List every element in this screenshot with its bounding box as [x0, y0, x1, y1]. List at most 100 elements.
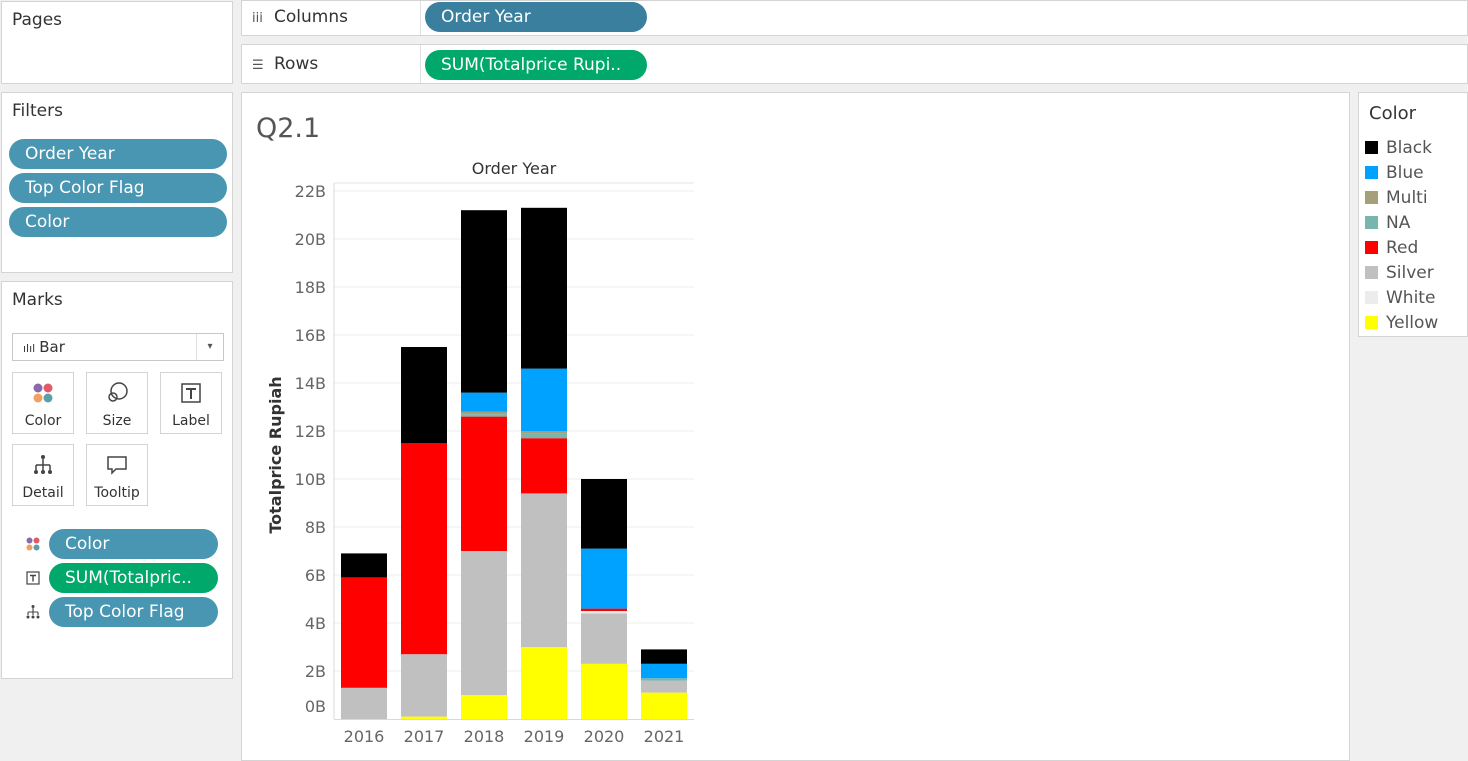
marks-tooltip-button[interactable]: Tooltip	[86, 444, 148, 506]
legend-label: Black	[1386, 138, 1432, 158]
columns-pill-order-year[interactable]: Order Year	[425, 2, 647, 32]
legend-item-red[interactable]: Red	[1365, 238, 1418, 262]
legend-item-white[interactable]: White	[1365, 288, 1435, 312]
bar-segment-2018-yellow	[461, 695, 507, 719]
legend-header: Color	[1359, 93, 1467, 135]
marks-card-color[interactable]: Color	[49, 529, 218, 559]
bar-segment-2016-silver	[341, 687, 387, 719]
bar-segment-2020-silver	[581, 613, 627, 664]
bar-segment-2020-blue	[581, 548, 627, 609]
y-tick-label: 20B	[295, 230, 326, 249]
y-tick-label: 4B	[305, 614, 326, 633]
rows-pill-sum-totalprice[interactable]: SUM(Totalprice Rupi..	[425, 50, 647, 80]
legend-label: Multi	[1386, 188, 1428, 208]
marks-detail-button[interactable]: Detail	[12, 444, 74, 506]
bar-segment-2018-multi	[461, 411, 507, 415]
y-tick-label: 0B	[305, 697, 326, 716]
legend-label: Silver	[1386, 263, 1434, 283]
legend-swatch	[1365, 266, 1378, 279]
legend-item-na[interactable]: NA	[1365, 213, 1410, 237]
y-tick-label: 12B	[295, 422, 326, 441]
bar-segment-2018-silver	[461, 551, 507, 695]
shelf-divider	[420, 45, 421, 83]
y-tick-label: 16B	[295, 326, 326, 345]
y-tick-label: 2B	[305, 662, 326, 681]
size-icon	[87, 381, 147, 405]
y-tick-label: 18B	[295, 278, 326, 297]
filters-panel[interactable]: Filters Order Year Top Color Flag Color	[1, 92, 233, 273]
legend-title: Color	[1369, 103, 1416, 124]
bar-segment-2020-yellow	[581, 663, 627, 719]
x-tick-label: 2016	[344, 727, 385, 746]
marks-color-button[interactable]: Color	[12, 372, 74, 434]
bar-segment-2019-multi	[521, 431, 567, 434]
bar-chart: Order Year 0B 2B 4B 6B 8B 10B 12B 14B 16B 18B 20B 22…	[266, 159, 694, 746]
shelf-divider	[420, 1, 421, 35]
bar-segment-2021-blue	[641, 663, 687, 679]
x-tick-label: 2019	[524, 727, 565, 746]
bar-segment-2019-blue	[521, 368, 567, 431]
legend-swatch	[1365, 241, 1378, 254]
bar-segment-2016-red	[341, 577, 387, 688]
bar-segment-2017-silver	[401, 654, 447, 717]
detail-icon	[13, 453, 73, 477]
x-tick-label: 2020	[584, 727, 625, 746]
bar-segment-2019-yellow	[521, 647, 567, 719]
bar-segment-2017-black	[401, 347, 447, 443]
marks-size-button[interactable]: Size	[86, 372, 148, 434]
columns-shelf[interactable]: iii Columns Order Year	[241, 0, 1468, 36]
legend-label: Red	[1386, 238, 1419, 258]
filter-pill-top-color-flag[interactable]: Top Color Flag	[9, 173, 227, 203]
rows-label: ☰ Rows	[252, 54, 319, 74]
label-icon	[24, 569, 42, 587]
sheet-title: Q2.1	[256, 113, 321, 144]
legend-item-black[interactable]: Black	[1365, 138, 1432, 162]
filter-pill-order-year[interactable]: Order Year	[9, 139, 227, 169]
bar-segment-2020-white	[581, 611, 627, 614]
x-tick-label: 2021	[644, 727, 685, 746]
bar-segment-2016-black	[341, 553, 387, 578]
mark-type-value: Bar	[39, 338, 65, 356]
mark-type-dropdown[interactable]: ılıl Bar ▾	[12, 333, 224, 361]
color-legend[interactable]: Color Black Blue Multi NA Red Silver White Yell…	[1358, 92, 1468, 337]
marks-panel[interactable]: Marks ılıl Bar ▾ Color Size Label Detail …	[1, 281, 233, 679]
x-tick-label: 2018	[464, 727, 505, 746]
filters-title: Filters	[12, 101, 63, 121]
bar-segment-2021-na	[641, 678, 687, 681]
column-header-order-year: Order Year	[472, 159, 557, 178]
legend-item-yellow[interactable]: Yellow	[1365, 313, 1438, 337]
color-icon	[24, 535, 42, 553]
legend-item-silver[interactable]: Silver	[1365, 263, 1434, 287]
marks-title: Marks	[12, 290, 63, 310]
rows-shelf[interactable]: ☰ Rows SUM(Totalprice Rupi..	[241, 44, 1468, 84]
pages-panel[interactable]: Pages	[1, 1, 233, 84]
bar-segment-2021-silver	[641, 680, 687, 693]
legend-item-blue[interactable]: Blue	[1365, 163, 1424, 187]
detail-icon	[24, 603, 42, 621]
legend-swatch	[1365, 191, 1378, 204]
chevron-down-icon: ▾	[196, 334, 223, 360]
bar-segment-2019-silver	[521, 493, 567, 647]
y-axis-title: Totalprice Rupiah	[266, 376, 285, 533]
view-panel[interactable]: Q2.1 Order Year 0B 2B 4B 6B 8B 10B 12B 14B 16B 18B…	[241, 92, 1350, 761]
bar-segment-2021-yellow	[641, 692, 687, 719]
legend-label: NA	[1386, 213, 1411, 233]
filter-pill-color[interactable]: Color	[9, 207, 227, 237]
bar-segment-2020-black	[581, 479, 627, 549]
legend-swatch	[1365, 291, 1378, 304]
bar-segment-2018-na	[461, 414, 507, 417]
marks-card-sum-totalprice[interactable]: SUM(Totalpric..	[49, 563, 218, 593]
bar-segment-2017-red	[401, 443, 447, 655]
bar-segment-2017-yellow	[401, 716, 447, 719]
legend-label: Yellow	[1386, 313, 1439, 333]
y-tick-label: 10B	[295, 470, 326, 489]
bar-segment-2019-black	[521, 207, 567, 369]
marks-label-button[interactable]: Label	[160, 372, 222, 434]
y-tick-label: 8B	[305, 518, 326, 537]
legend-swatch	[1365, 141, 1378, 154]
legend-item-multi[interactable]: Multi	[1365, 188, 1428, 212]
bar-segment-2019-na	[521, 433, 567, 439]
legend-label: White	[1386, 288, 1436, 308]
marks-card-top-color-flag[interactable]: Top Color Flag	[49, 597, 218, 627]
bar-segment-2020-red	[581, 608, 627, 611]
